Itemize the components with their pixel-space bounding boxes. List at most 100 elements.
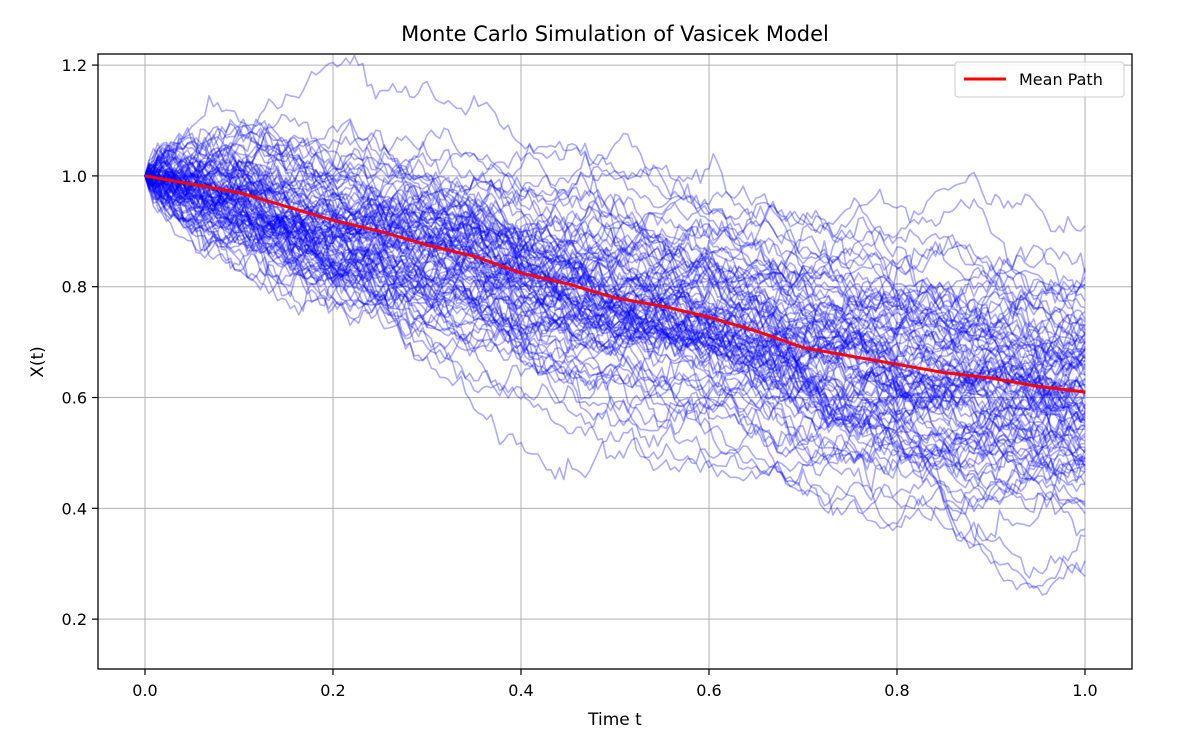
simulated-path xyxy=(144,165,1086,410)
simulated-path xyxy=(144,143,1086,334)
simulated-path xyxy=(144,160,1086,369)
simulated-path xyxy=(144,175,1086,514)
simulated-path xyxy=(144,160,1086,395)
simulated-path xyxy=(144,175,1086,414)
x-tick-label: 0.6 xyxy=(696,681,721,700)
simulated-path xyxy=(144,175,1086,468)
simulated-path xyxy=(144,175,1086,376)
simulated-path xyxy=(144,146,1086,364)
simulated-path xyxy=(144,134,1086,389)
simulated-path xyxy=(144,175,1086,431)
simulated-path xyxy=(144,118,1086,361)
simulated-path xyxy=(144,162,1086,393)
simulated-path xyxy=(144,160,1086,371)
simulated-path xyxy=(144,147,1086,430)
simulated-path xyxy=(144,118,1086,504)
y-tick-label: 0.8 xyxy=(62,278,87,297)
simulated-path xyxy=(144,169,1086,330)
simulated-path xyxy=(144,175,1086,579)
y-tick-label: 1.0 xyxy=(62,167,87,186)
simulated-path xyxy=(144,163,1086,366)
simulated-path xyxy=(144,175,1086,441)
simulated-path xyxy=(144,175,1086,357)
simulated-path xyxy=(144,175,1086,408)
simulated-path xyxy=(144,174,1086,376)
simulated-path xyxy=(144,134,1086,400)
y-tick-label: 1.2 xyxy=(62,56,87,75)
simulated-path xyxy=(144,164,1086,477)
simulated-path xyxy=(144,113,1086,496)
simulated-path xyxy=(144,172,1086,445)
simulated-path xyxy=(144,169,1086,457)
simulated-path xyxy=(144,152,1086,481)
simulated-path xyxy=(144,152,1086,271)
x-axis-label: Time t xyxy=(587,710,642,730)
simulated-path xyxy=(144,170,1086,508)
simulated-path xyxy=(144,170,1086,467)
legend-box xyxy=(954,61,1125,98)
simulated-path xyxy=(144,175,1086,591)
simulated-path xyxy=(144,168,1086,461)
simulated-path xyxy=(144,170,1086,453)
simulated-path xyxy=(144,175,1086,507)
simulated-path xyxy=(144,166,1086,330)
mean-path-line xyxy=(144,174,1086,394)
simulated-path xyxy=(144,167,1086,371)
simulated-path xyxy=(144,132,1086,339)
simulated-path xyxy=(144,120,1086,402)
grid xyxy=(98,54,1132,669)
simulated-path xyxy=(144,165,1086,443)
simulated-path xyxy=(144,172,1086,416)
simulated-path xyxy=(144,165,1086,454)
legend-label-mean-path: Mean Path xyxy=(1019,70,1103,89)
simulated-path xyxy=(144,175,1086,375)
simulated-path xyxy=(144,172,1086,543)
simulated-path xyxy=(144,163,1086,452)
simulated-path xyxy=(144,170,1086,407)
y-tick-label: 0.6 xyxy=(62,389,87,408)
simulated-path xyxy=(144,175,1086,434)
simulated-path xyxy=(144,162,1086,414)
simulated-path xyxy=(144,142,1086,485)
x-tick-label: 0.4 xyxy=(508,681,533,700)
simulated-path xyxy=(144,140,1085,340)
simulated-path xyxy=(144,157,1086,457)
simulated-path xyxy=(144,118,1086,482)
x-tick-label: 0.8 xyxy=(884,681,909,700)
simulated-path xyxy=(144,157,1086,412)
simulated-path xyxy=(144,136,1086,418)
simulated-path xyxy=(144,155,1086,399)
simulated-path xyxy=(144,167,1086,430)
simulated-path xyxy=(144,141,1086,469)
y-tick-label: 0.2 xyxy=(62,610,87,629)
simulated-path xyxy=(144,143,1086,295)
simulated-path xyxy=(144,156,1086,370)
simulated-path xyxy=(144,153,1086,398)
chart-title: Monte Carlo Simulation of Vasicek Model xyxy=(401,22,829,46)
simulated-path xyxy=(144,122,1086,302)
x-tick-label: 0.0 xyxy=(132,681,157,700)
simulated-path xyxy=(144,173,1085,441)
legend: Mean Path xyxy=(954,61,1125,98)
simulated-path xyxy=(144,130,1086,324)
simulated-path xyxy=(144,168,1086,421)
x-tick-label: 0.2 xyxy=(320,681,345,700)
simulated-path xyxy=(144,163,1086,417)
simulated-path xyxy=(144,175,1086,503)
simulated-path xyxy=(144,159,1086,485)
x-tick-label: 1.0 xyxy=(1072,681,1097,700)
simulated-path xyxy=(144,175,1086,386)
simulated-path xyxy=(144,130,1086,404)
simulated-path xyxy=(144,170,1086,420)
simulated-path xyxy=(144,162,1086,423)
simulated-path xyxy=(144,158,1086,465)
simulated-path xyxy=(144,164,1086,532)
simulated-path xyxy=(144,172,1086,471)
simulated-path xyxy=(144,155,1086,417)
plot-frame xyxy=(97,53,1133,670)
simulated-path xyxy=(144,173,1086,309)
mean-path-layer xyxy=(144,174,1086,394)
simulated-path xyxy=(144,95,1086,425)
